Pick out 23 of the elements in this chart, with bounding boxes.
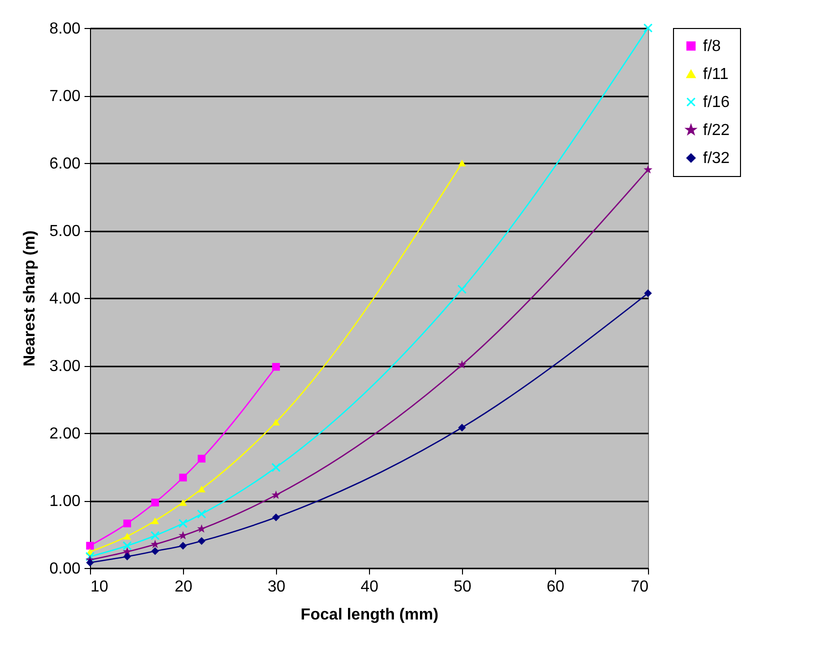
x-axis-title: Focal length (mm)	[300, 606, 438, 624]
y-tick-label: 7.00	[49, 88, 81, 105]
legend-label: f/11	[703, 66, 729, 83]
y-tick-label: 8.00	[49, 20, 81, 38]
x-tick-label: 20	[174, 578, 192, 596]
x-tick-label: 30	[268, 578, 286, 596]
y-tick-label: 5.00	[49, 223, 81, 240]
legend-label: f/32	[703, 150, 730, 167]
legend-label: f/16	[703, 94, 730, 111]
legend-label: f/22	[703, 122, 730, 139]
x-tick-label: 10	[90, 578, 108, 596]
y-axis-title: Nearest sharp (m)	[21, 230, 38, 367]
x-tick-label: 40	[360, 578, 378, 596]
y-tick-label: 2.00	[49, 426, 81, 442]
x-tick-label: 70	[630, 578, 649, 596]
legend-label: f/8	[703, 38, 721, 55]
y-tick-label: 1.00	[49, 493, 81, 510]
x-tick-label: 50	[454, 578, 472, 596]
y-tick-label: 6.00	[49, 156, 81, 172]
y-tick-label: 0.00	[49, 560, 81, 578]
y-tick-label: 4.00	[49, 290, 81, 308]
y-tick-label: 3.00	[49, 358, 81, 375]
x-tick-label: 60	[546, 578, 564, 596]
